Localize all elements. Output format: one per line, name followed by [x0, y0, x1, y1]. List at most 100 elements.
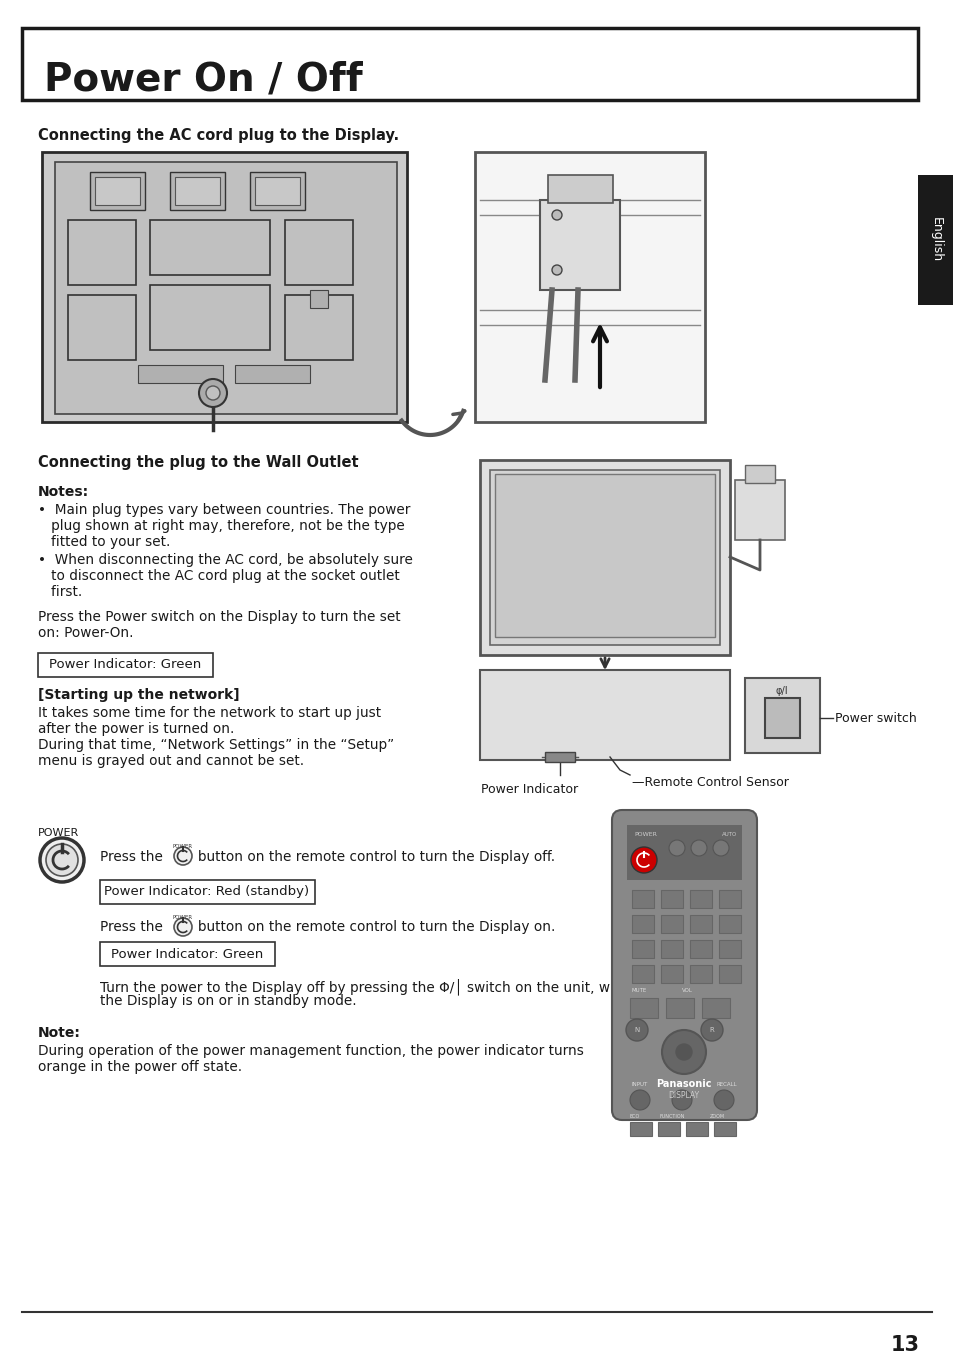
- Bar: [719, 915, 740, 934]
- Text: Power Indicator: Green: Power Indicator: Green: [111, 947, 263, 961]
- Bar: [685, 1122, 707, 1136]
- Bar: [150, 220, 270, 274]
- Bar: [660, 915, 682, 934]
- Text: AUTO: AUTO: [721, 833, 737, 837]
- Bar: [495, 474, 714, 637]
- Text: first.: first.: [38, 586, 82, 599]
- Circle shape: [630, 848, 657, 874]
- Text: 13: 13: [889, 1335, 919, 1355]
- Text: During operation of the power management function, the power indicator turns: During operation of the power management…: [38, 1044, 583, 1058]
- Text: plug shown at right may, therefore, not be the type: plug shown at right may, therefore, not …: [38, 519, 404, 532]
- Text: POWER: POWER: [38, 829, 79, 838]
- Bar: [660, 965, 682, 983]
- Circle shape: [690, 839, 706, 856]
- Text: Panasonic: Panasonic: [656, 1078, 711, 1089]
- Text: —Remote Control Sensor: —Remote Control Sensor: [631, 775, 788, 789]
- Text: Power Indicator: Red (standby): Power Indicator: Red (standby): [104, 886, 309, 898]
- Circle shape: [661, 1031, 705, 1074]
- FancyBboxPatch shape: [612, 809, 757, 1121]
- Bar: [285, 220, 353, 285]
- Text: menu is grayed out and cannot be set.: menu is grayed out and cannot be set.: [38, 753, 304, 768]
- Text: on: Power-On.: on: Power-On.: [38, 627, 133, 640]
- Text: R: R: [709, 1026, 714, 1033]
- Bar: [689, 915, 711, 934]
- Bar: [689, 890, 711, 908]
- Circle shape: [671, 1091, 691, 1110]
- Bar: [917, 175, 953, 304]
- Text: •  Main plug types vary between countries. The power: • Main plug types vary between countries…: [38, 502, 410, 517]
- Bar: [629, 1122, 651, 1136]
- Bar: [95, 177, 140, 205]
- Bar: [138, 364, 223, 384]
- Circle shape: [552, 265, 561, 274]
- Text: MUTE: MUTE: [631, 988, 646, 992]
- Circle shape: [700, 1020, 722, 1041]
- Bar: [744, 465, 774, 483]
- Circle shape: [552, 210, 561, 220]
- Text: DISPLAY: DISPLAY: [668, 1092, 699, 1100]
- Bar: [631, 965, 654, 983]
- Text: Notes:: Notes:: [38, 485, 89, 500]
- Circle shape: [46, 844, 78, 876]
- Bar: [660, 940, 682, 958]
- Bar: [744, 678, 820, 753]
- Text: to disconnect the AC cord plug at the socket outlet: to disconnect the AC cord plug at the so…: [38, 569, 399, 583]
- Text: Power Indicator: Green: Power Indicator: Green: [49, 658, 201, 672]
- Bar: [100, 942, 274, 966]
- Bar: [660, 890, 682, 908]
- Bar: [150, 285, 270, 349]
- Text: orange in the power off state.: orange in the power off state.: [38, 1061, 242, 1074]
- Text: Press the        button on the remote control to turn the Display on.: Press the button on the remote control t…: [100, 920, 555, 934]
- Bar: [254, 177, 299, 205]
- Text: It takes some time for the network to start up just: It takes some time for the network to st…: [38, 706, 381, 719]
- Text: Press the        button on the remote control to turn the Display off.: Press the button on the remote control t…: [100, 850, 555, 864]
- Circle shape: [668, 839, 684, 856]
- Bar: [631, 940, 654, 958]
- Text: φ/I: φ/I: [775, 687, 787, 696]
- Circle shape: [206, 386, 220, 400]
- Bar: [479, 670, 729, 760]
- Text: [Starting up the network]: [Starting up the network]: [38, 688, 239, 702]
- Text: Connecting the plug to the Wall Outlet: Connecting the plug to the Wall Outlet: [38, 455, 358, 470]
- Bar: [734, 480, 784, 541]
- Bar: [626, 824, 741, 880]
- Bar: [689, 940, 711, 958]
- Circle shape: [625, 1020, 647, 1041]
- Bar: [689, 965, 711, 983]
- Text: fitted to your set.: fitted to your set.: [38, 535, 171, 549]
- Bar: [100, 880, 314, 904]
- Bar: [719, 890, 740, 908]
- Bar: [631, 915, 654, 934]
- Bar: [68, 220, 136, 285]
- Bar: [475, 152, 704, 422]
- Bar: [539, 201, 619, 289]
- Text: ZOOM: ZOOM: [709, 1114, 724, 1119]
- Bar: [234, 364, 310, 384]
- Circle shape: [676, 1044, 691, 1061]
- Text: INPUT: INPUT: [631, 1082, 648, 1087]
- Circle shape: [173, 919, 192, 936]
- Bar: [658, 1122, 679, 1136]
- Bar: [764, 698, 800, 738]
- Text: after the power is turned on.: after the power is turned on.: [38, 722, 234, 736]
- Bar: [479, 460, 729, 655]
- Text: Note:: Note:: [38, 1026, 81, 1040]
- Bar: [68, 295, 136, 360]
- Bar: [310, 289, 328, 308]
- Bar: [38, 652, 213, 677]
- Text: RECALL: RECALL: [716, 1082, 737, 1087]
- Text: N: N: [634, 1026, 639, 1033]
- Bar: [22, 29, 917, 100]
- Bar: [701, 998, 729, 1018]
- Bar: [713, 1122, 735, 1136]
- Bar: [719, 965, 740, 983]
- Text: POWER: POWER: [634, 833, 657, 837]
- Text: VOL: VOL: [681, 988, 692, 992]
- Bar: [629, 998, 658, 1018]
- Circle shape: [173, 848, 192, 865]
- Bar: [544, 752, 575, 762]
- Circle shape: [40, 838, 84, 882]
- Text: POWER: POWER: [172, 915, 193, 920]
- Text: Power On / Off: Power On / Off: [44, 61, 362, 100]
- Text: English: English: [928, 217, 942, 262]
